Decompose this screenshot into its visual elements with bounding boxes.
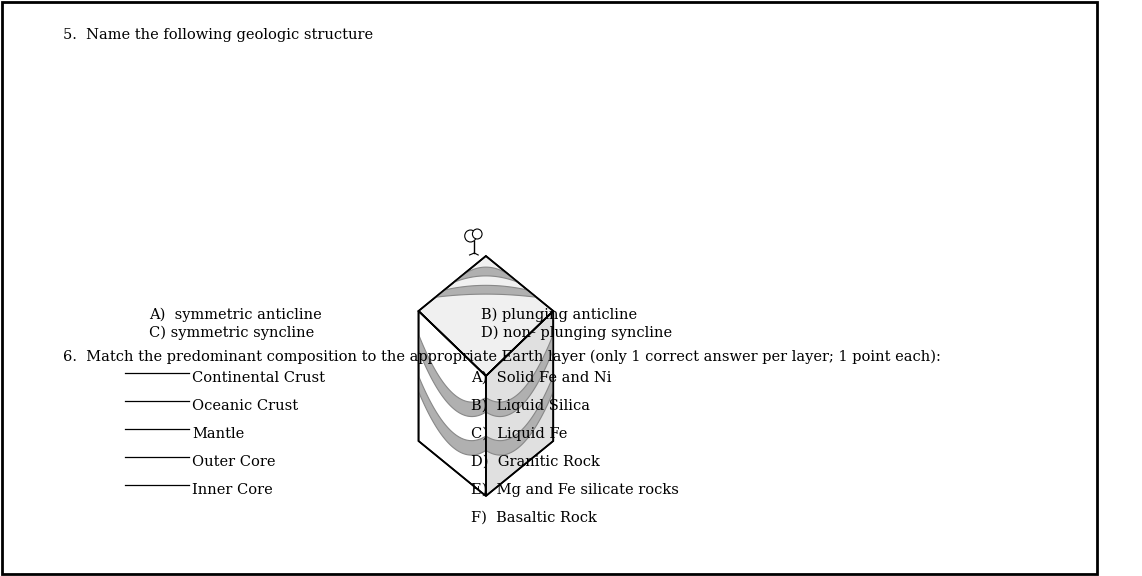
Text: D)  Granitic Rock: D) Granitic Rock — [472, 455, 601, 469]
Text: Inner Core: Inner Core — [193, 483, 273, 497]
Text: C)  Liquid Fe: C) Liquid Fe — [472, 427, 568, 441]
Text: 5.  Name the following geologic structure: 5. Name the following geologic structure — [63, 28, 372, 42]
Circle shape — [473, 229, 482, 239]
Text: D) non- plunging syncline: D) non- plunging syncline — [481, 326, 673, 340]
Polygon shape — [485, 376, 553, 455]
Polygon shape — [435, 285, 537, 297]
Text: E)  Mg and Fe silicate rocks: E) Mg and Fe silicate rocks — [472, 483, 679, 498]
Text: Outer Core: Outer Core — [193, 455, 276, 469]
Text: C) symmetric syncline: C) symmetric syncline — [150, 326, 314, 340]
Circle shape — [465, 230, 476, 242]
Text: Mantle: Mantle — [193, 427, 244, 441]
Polygon shape — [485, 335, 553, 416]
Polygon shape — [453, 267, 518, 282]
Polygon shape — [485, 311, 553, 496]
Text: A)  symmetric anticline: A) symmetric anticline — [150, 308, 322, 323]
Text: 6.  Match the predominant composition to the appropriate Earth layer (only 1 cor: 6. Match the predominant composition to … — [63, 350, 940, 365]
Polygon shape — [419, 311, 485, 496]
Text: B)  Liquid Silica: B) Liquid Silica — [472, 399, 590, 414]
Polygon shape — [419, 256, 553, 376]
Text: Oceanic Crust: Oceanic Crust — [193, 399, 298, 413]
Text: F)  Basaltic Rock: F) Basaltic Rock — [472, 511, 597, 525]
Polygon shape — [419, 376, 485, 455]
Text: A)  Solid Fe and Ni: A) Solid Fe and Ni — [472, 371, 612, 385]
Polygon shape — [419, 335, 485, 416]
Text: Continental Crust: Continental Crust — [193, 371, 325, 385]
Text: B) plunging anticline: B) plunging anticline — [481, 308, 637, 323]
